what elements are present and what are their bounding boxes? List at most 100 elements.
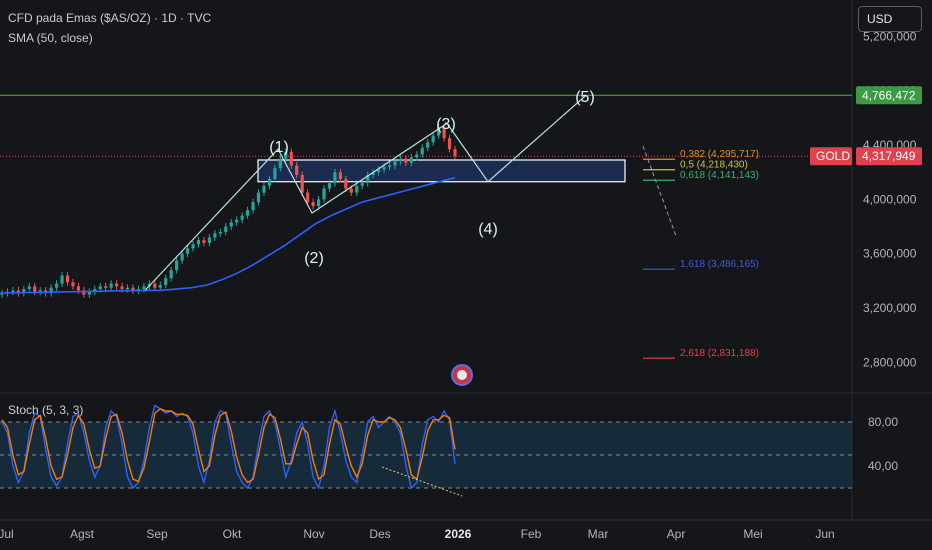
candle-body [398,158,403,162]
candle-body [278,158,282,169]
candle-body [229,222,233,227]
time-tick-label: 2026 [445,527,472,541]
symbol-title[interactable]: CFD pada Emas ($AS/OZ) · 1D · TVC [8,11,212,25]
candle-body [71,282,75,287]
candle-body [169,270,173,279]
candle-body [87,291,91,295]
candle-body [191,244,195,249]
candle-body [415,154,419,158]
candle-body [82,290,86,295]
candle-body [49,287,53,294]
candle-body [349,188,353,193]
us-flag-event-icon[interactable] [451,364,473,386]
candle-body [213,233,217,238]
candle-body [76,286,81,291]
candle-body [33,286,37,292]
candle-body [338,172,342,180]
time-tick-label: Mei [743,527,762,541]
currency-button[interactable]: USD [858,6,922,32]
candle-body [93,289,97,292]
candle-body [202,240,206,243]
candle-body [420,147,424,155]
fib-level-label: 0,618 (4,141,143) [680,170,759,181]
current-price-symbol-tag [810,147,852,166]
time-tick-label: Jun [815,527,834,541]
wave-label: (2) [304,250,324,267]
sma-50-line-lead [0,289,146,294]
fib-level-label: 2,618 (2,831,188) [680,348,759,359]
wave-label: (5) [575,89,595,106]
candle-body [273,168,277,180]
candle-body [125,287,130,290]
candle-body [453,149,457,157]
candle-body [164,278,168,285]
candle-body [382,166,386,170]
candle-body [196,240,201,245]
candle-body [22,289,26,294]
time-tick-label: Apr [667,527,686,541]
candle-body [185,248,190,254]
candle-body [442,127,446,139]
time-tick-label: Jul [0,527,14,541]
time-tick-label: Nov [303,527,324,541]
candle-body [431,135,435,143]
candle-body [447,138,452,150]
candle-body [38,290,42,292]
fib-level-label: 0,382 (4,295,717) [680,149,759,160]
current-price-tag [856,147,922,166]
price-tick-label: 2,800,000 [863,355,917,369]
candle-body [207,237,211,243]
sma-50-line [145,176,456,292]
candle-body [218,232,222,234]
candle-body [256,192,261,203]
fib-level-label: 0,5 (4,218,430) [680,160,748,171]
candle-body [175,260,179,271]
stoch-tick-label: 40,00 [868,459,898,473]
candle-body [322,188,326,200]
candle-body [153,283,157,288]
candle-body [54,283,59,288]
wave-label: (3) [436,116,456,133]
candle-body [393,161,397,166]
candle-body [224,226,228,232]
stoch-d-line [1,407,456,484]
candle-body [376,169,381,173]
wave-label: (4) [478,221,498,238]
price-tick-label: 3,200,000 [863,301,917,315]
projection-dashed-line [642,145,677,237]
candle-body [366,174,370,184]
time-tick-label: Des [369,527,390,541]
horizontal-level-value: 4,766,472 [862,88,916,102]
candle-body [235,219,239,223]
current-price-symbol: GOLD [816,149,850,163]
candle-body [120,286,124,290]
candle-body [98,286,102,290]
stoch-tick-label: 80,00 [868,415,898,429]
time-tick-label: Okt [223,527,242,541]
price-tick-label: 5,200,000 [863,29,917,43]
elliott-wave-path [144,94,587,291]
price-tick-label: 3,600,000 [863,247,917,261]
candle-body [131,287,135,291]
wave-label: (1) [269,139,289,156]
sma-indicator-label[interactable]: SMA (50, close) [8,31,93,45]
time-tick-label: Feb [521,527,542,541]
candle-body [289,151,293,166]
candle-body [311,202,315,207]
candle-body [262,185,266,193]
candle-body [65,275,70,283]
candle-body [344,179,348,189]
candle-body [295,165,299,175]
consolidation-zone [257,159,626,183]
candle-body [251,202,255,211]
candle-body [327,183,332,189]
candle-body [115,283,119,287]
time-tick-label: Sep [146,527,168,541]
candle-body [387,165,392,167]
candle-body [240,215,244,220]
current-price-value: 4,317,949 [862,149,916,163]
candle-body [371,172,375,175]
candle-body [360,183,364,186]
candle-body [316,199,321,207]
